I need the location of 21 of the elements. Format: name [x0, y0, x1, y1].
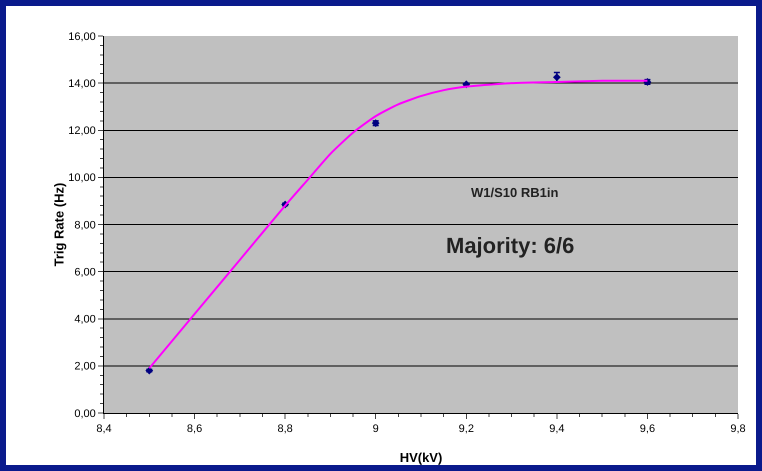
y-tick-label: 8,00	[74, 219, 96, 232]
y-axis-title: Trig Rate (Hz)	[51, 182, 66, 266]
y-tick-label: 14,00	[68, 78, 96, 90]
annotation: W1/S10 RB1in	[471, 185, 558, 200]
x-tick-label: 8,6	[186, 423, 202, 436]
annotation: Majority: 6/6	[446, 233, 574, 258]
x-tick-label: 9,8	[730, 423, 746, 436]
x-tick-label: 9,4	[549, 423, 565, 436]
y-tick-label: 2,00	[74, 360, 96, 373]
y-tick-label: 10,00	[68, 172, 96, 184]
x-axis-title: HV(kV)	[400, 450, 442, 465]
y-tick-label: 0,00	[74, 408, 96, 420]
x-tick-label: 9,2	[458, 423, 474, 436]
y-tick-label: 4,00	[74, 314, 96, 326]
y-tick-label: 16,00	[68, 30, 96, 43]
y-tick-label: 12,00	[68, 125, 96, 138]
x-tick-label: 8,4	[96, 423, 112, 436]
x-tick-label: 9,6	[640, 423, 656, 436]
x-tick-label: 8,8	[277, 423, 293, 436]
x-tick-label: 9	[372, 423, 379, 436]
y-tick-label: 6,00	[74, 266, 96, 278]
